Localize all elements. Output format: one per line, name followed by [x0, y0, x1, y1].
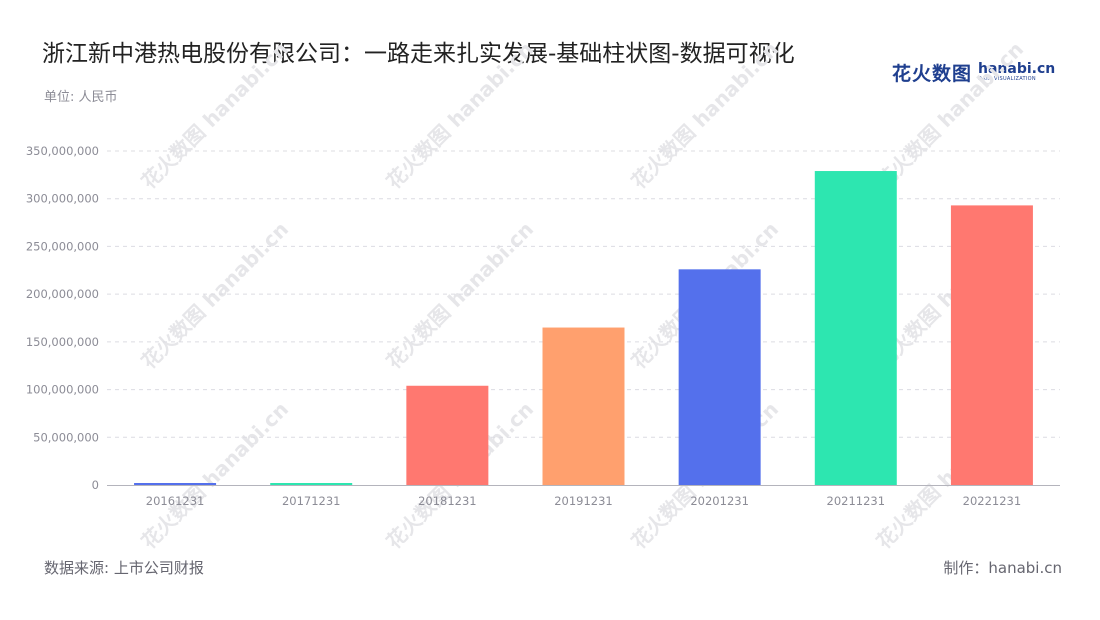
logo-tagline: DATA VISUALIZATION: [978, 76, 1036, 82]
y-tick-label: 300,000,000: [26, 192, 99, 206]
watermark-text: 花火数图 hanabi.cn: [872, 37, 1028, 193]
x-tick-label: 20161231: [146, 494, 205, 508]
bars: [134, 171, 1033, 486]
y-axis-ticks: 0 50,000,000 100,000,000 150,000,000 200,000…: [26, 144, 99, 492]
logo-text-en-block: hanabi.cn DATA VISUALIZATION: [978, 62, 1055, 82]
watermark-text: 花火数图 hanabi.cn: [137, 217, 293, 373]
bar-20161231[interactable]: [134, 483, 217, 485]
brand-logo: 花火数图 hanabi.cn DATA VISUALIZATION: [892, 60, 1055, 85]
grid-lines: [107, 150, 1060, 438]
y-tick-label: 250,000,000: [26, 239, 99, 253]
y-tick-label: 0: [92, 478, 99, 492]
bar-20191231[interactable]: [542, 327, 625, 485]
credit-label: 制作：hanabi.cn: [943, 559, 1062, 577]
watermark-text: 花火数图 hanabi.cn: [382, 37, 538, 193]
x-tick-label: 20211231: [827, 494, 886, 508]
y-tick-label: 150,000,000: [26, 335, 99, 349]
x-tick-label: 20201231: [690, 494, 749, 508]
x-tick-label: 20221231: [963, 494, 1022, 508]
chart-title: 浙江新中港热电股份有限公司：一路走来扎实发展-基础柱状图-数据可视化: [42, 41, 795, 67]
y-tick-label: 50,000,000: [33, 430, 99, 444]
watermark-text: 花火数图 hanabi.cn: [137, 37, 293, 193]
y-tick-label: 350,000,000: [26, 144, 99, 158]
y-tick-label: 100,000,000: [26, 383, 99, 397]
x-axis-ticks: 20161231 20171231 20181231 20191231 20201231…: [146, 494, 1021, 508]
bar-20201231[interactable]: [678, 269, 761, 485]
bar-20211231[interactable]: [814, 171, 897, 486]
x-tick-label: 20171231: [282, 494, 341, 508]
x-tick-label: 20181231: [418, 494, 477, 508]
watermark-text: 花火数图 hanabi.cn: [137, 397, 293, 553]
bar-20221231[interactable]: [950, 205, 1033, 485]
bar-20181231[interactable]: [406, 385, 489, 485]
unit-label: 单位: 人民币: [44, 90, 118, 105]
watermark-text: 花火数图 hanabi.cn: [382, 217, 538, 373]
logo-text-cn: 花火数图: [892, 62, 973, 85]
x-tick-label: 20191231: [554, 494, 613, 508]
data-source: 数据来源: 上市公司财报: [44, 559, 204, 577]
watermark-text: 花火数图 hanabi.cn: [627, 37, 783, 193]
bar-20171231[interactable]: [270, 483, 353, 485]
y-tick-label: 200,000,000: [26, 287, 99, 301]
logo-text-en: hanabi.cn: [978, 61, 1056, 77]
